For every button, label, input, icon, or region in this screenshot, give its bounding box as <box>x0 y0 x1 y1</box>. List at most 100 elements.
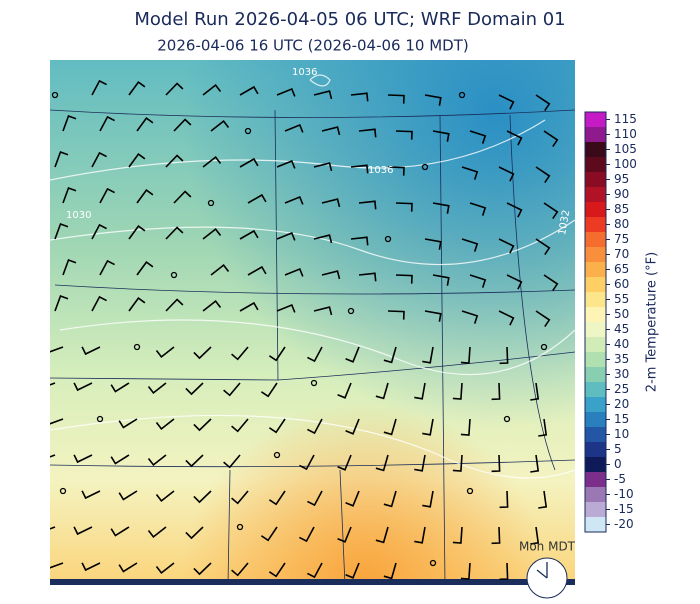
calm-marker <box>170 271 178 279</box>
wind-barb <box>231 346 249 361</box>
wind-barb <box>165 226 184 240</box>
wind-barb <box>469 274 487 288</box>
colorbar-tick-label: 90 <box>614 187 629 201</box>
wind-barb <box>375 454 389 472</box>
colorbar-tick-label: 45 <box>614 322 629 336</box>
wind-barb <box>165 298 184 312</box>
wind-barb <box>543 130 559 148</box>
wind-barb <box>307 490 323 507</box>
wind-barb <box>498 166 515 182</box>
colorbar-segment <box>585 292 606 308</box>
wind-barb <box>185 526 204 540</box>
wind-barb <box>432 274 450 286</box>
wind-barb <box>345 418 360 435</box>
wind-barb <box>424 238 442 250</box>
colorbar-segment <box>585 277 606 293</box>
wind-barb <box>91 151 107 168</box>
wind-barb <box>422 490 434 508</box>
wind-barb <box>193 418 212 432</box>
colorbar-tick-label: 15 <box>614 412 629 426</box>
colorbar-segment <box>585 187 606 203</box>
wind-barb <box>268 490 286 506</box>
colorbar-tick-label: 115 <box>614 112 637 126</box>
wind-barb <box>128 296 146 312</box>
wind-barb <box>136 260 154 276</box>
calm-marker <box>466 487 474 495</box>
wind-barb <box>62 186 77 204</box>
colorbar-segment <box>585 127 606 143</box>
calm-marker <box>458 91 466 99</box>
wind-barb <box>239 229 259 240</box>
calm-marker <box>236 523 244 531</box>
clock <box>526 557 568 599</box>
wind-barb <box>506 202 523 218</box>
wind-barb <box>538 418 548 437</box>
colorbar-segment <box>585 217 606 233</box>
wind-barb <box>50 418 64 425</box>
colorbar-segment <box>585 517 606 533</box>
wind-barb <box>50 562 64 569</box>
wind-barb <box>147 526 167 539</box>
wind-barb <box>147 454 167 467</box>
wind-barb <box>538 490 548 509</box>
wind-barb <box>165 154 184 168</box>
wind-barb <box>414 382 426 400</box>
wind-barb <box>383 418 397 436</box>
wind-barb <box>231 418 249 433</box>
wind-barb <box>62 114 77 132</box>
wind-barb <box>461 166 479 180</box>
colorbar-segment <box>585 142 606 158</box>
colorbar-tick-label: 30 <box>614 367 629 381</box>
wind-barb <box>350 164 369 174</box>
calm-marker <box>51 91 59 99</box>
wind-barb <box>307 418 323 435</box>
colorbar-segment <box>585 307 606 323</box>
colorbar-segment <box>585 172 606 188</box>
calm-marker <box>133 343 141 351</box>
wind-barb <box>535 238 551 256</box>
colorbar-segment <box>585 367 606 383</box>
colorbar-segment <box>585 202 606 218</box>
colorbar-segment <box>585 427 606 443</box>
calm-marker <box>207 199 215 207</box>
wind-barb <box>414 526 426 544</box>
wind-barb <box>73 454 93 464</box>
wind-barb <box>350 236 369 246</box>
wind-barb <box>155 490 175 503</box>
wind-barb <box>81 490 101 500</box>
colorbar-segment <box>585 232 606 248</box>
wind-barb <box>284 267 304 277</box>
wind-barb <box>307 346 323 363</box>
wind-barb <box>422 418 434 436</box>
wind-barb <box>337 382 352 399</box>
colorbar-tick-label: -15 <box>614 502 634 516</box>
wind-barb <box>535 310 551 328</box>
wind-barb <box>155 346 175 359</box>
wind-barb <box>284 123 304 133</box>
calm-marker <box>347 307 355 315</box>
wind-barb <box>231 490 249 505</box>
colorbar-tick-label: -20 <box>614 517 634 531</box>
wind-barb <box>155 418 175 431</box>
colorbar-segment <box>585 157 606 173</box>
colorbar-segment <box>585 502 606 518</box>
wind-barb <box>358 200 377 210</box>
wind-barb <box>54 150 69 168</box>
wind-barb <box>491 454 501 473</box>
wind-barb <box>491 526 501 545</box>
wind-barb <box>499 562 509 581</box>
wind-barb <box>530 526 540 545</box>
wind-barb <box>498 238 515 254</box>
wind-barb <box>313 234 333 244</box>
subtitle: 2026-04-06 16 UTC (2026-04-06 10 MDT) <box>157 37 468 55</box>
calm-marker <box>503 415 511 423</box>
wind-barb <box>345 346 360 363</box>
colorbar-tick-label: 105 <box>614 142 637 156</box>
wind-barb <box>383 490 397 508</box>
wind-barb <box>210 263 230 276</box>
colorbar-tick-label: 110 <box>614 127 637 141</box>
colorbar-segment <box>585 457 606 473</box>
wind-barb <box>62 258 77 276</box>
wind-barb <box>499 490 509 509</box>
